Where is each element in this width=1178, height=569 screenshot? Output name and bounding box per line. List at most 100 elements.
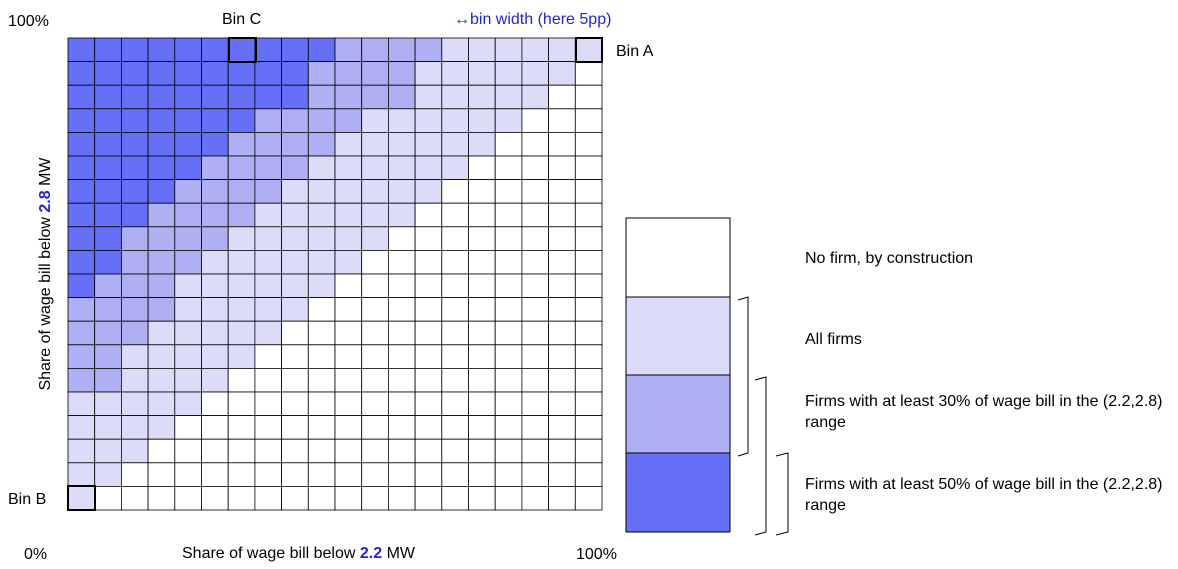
grid-cell [468,202,496,228]
grid-cell [201,462,229,487]
grid-cell [227,61,256,86]
grid-cell [441,344,469,369]
grid-cell [441,415,469,440]
grid-cell [387,155,416,181]
grid-cell [147,415,176,440]
grid-cell [94,155,122,181]
grid-cell [227,485,256,511]
grid-cell [307,84,336,110]
grid-cell [574,249,603,275]
grid-cell [521,155,550,181]
grid-cell [548,320,576,346]
text: 2.8 [37,190,54,212]
grid-cell [67,202,96,228]
grid-cell [334,485,363,511]
grid-cell [414,391,443,417]
legend-swatch [625,217,731,298]
grid-cell [147,108,176,133]
grid-cell [147,485,176,511]
grid-cell [307,391,336,417]
grid-cell [174,202,202,228]
grid-cell [174,37,202,63]
grid-cell [67,485,96,511]
grid-cell [281,462,309,487]
grid-cell [574,155,603,181]
grid-cell [307,37,336,63]
grid-cell [387,485,416,511]
grid-cell [414,155,443,181]
grid-cell [281,273,309,299]
grid-cell [574,415,603,440]
grid-cell [281,226,309,251]
grid-cell [147,202,176,228]
grid-cell [334,155,363,181]
grid-cell [67,37,96,63]
grid-cell [147,84,176,110]
grid-cell [121,320,149,346]
grid-cell [334,108,363,133]
grid-cell [307,179,336,204]
legend-boxes [625,217,731,533]
grid-cell [174,84,202,110]
grid-cell [494,61,523,86]
grid-cell [468,179,496,204]
grid-cell [174,415,202,440]
grid-cell [94,344,122,369]
grid-cell [174,61,202,86]
grid-cell [334,249,363,275]
grid-cell [494,84,523,110]
grid-cell [94,202,122,228]
grid-cell [227,249,256,275]
grid-cell [441,249,469,275]
grid-cell [494,320,523,346]
grid-cell [468,462,496,487]
grid-cell [254,320,282,346]
bracket [754,376,767,536]
grid-cell [494,438,523,464]
grid-cell [574,438,603,464]
grid-cell [174,273,202,299]
grid-cell [414,37,443,63]
corner-label: 100% [8,13,49,30]
grid-cell [521,485,550,511]
grid-cell [147,462,176,487]
grid-cell [468,415,496,440]
grid-cell [254,344,282,369]
grid-cell [441,462,469,487]
grid-cell [387,344,416,369]
grid-cell [254,131,282,157]
grid-cell [441,84,469,110]
grid-cell [94,131,122,157]
grid-cell [254,297,282,322]
grid-cell [174,155,202,181]
grid-cell [281,249,309,275]
grid-cell [121,155,149,181]
grid-cell [147,131,176,157]
grid-cell [147,249,176,275]
grid-cell [361,226,389,251]
grid-cell [94,367,122,393]
grid-cell [254,249,282,275]
grid-cell [574,297,603,322]
grid-cell [548,202,576,228]
grid-cell [201,391,229,417]
grid-cell [201,249,229,275]
grid-cell [494,202,523,228]
grid-cell [441,297,469,322]
grid-cell [67,226,96,251]
grid-cell [521,84,550,110]
grid-cell [201,61,229,86]
grid-cell [94,462,122,487]
grid-cell [67,320,96,346]
grid-cell [227,202,256,228]
text: MW [37,157,54,191]
bin-label: Bin B [8,491,46,508]
grid-cell [441,202,469,228]
text: 2.2 [360,545,382,562]
legend-text: Firms with at least 30% of wage bill in … [805,393,1163,431]
grid-cell [361,320,389,346]
grid-cell [468,367,496,393]
x-axis-label: Share of wage bill below 2.2 MW [182,545,416,562]
grid-cell [548,297,576,322]
grid-cell [574,179,603,204]
